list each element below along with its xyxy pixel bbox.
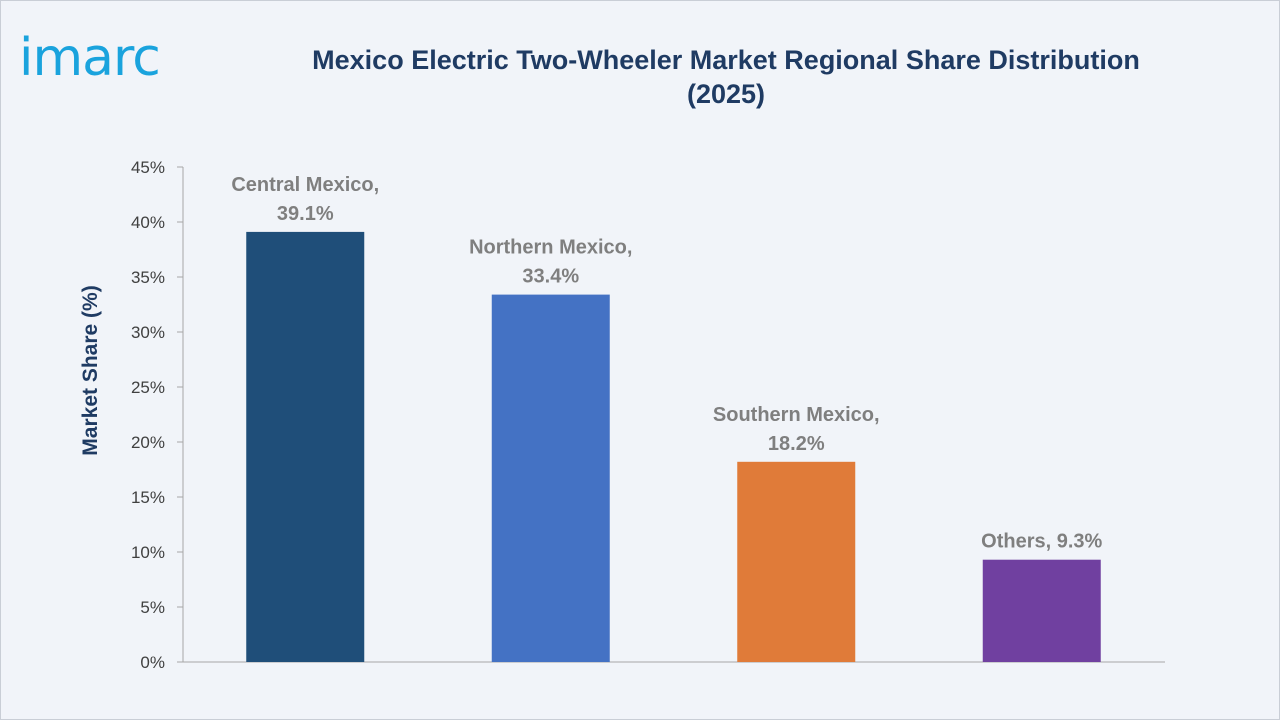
y-tick-label: 25%: [131, 378, 165, 397]
bar-southern-mexico: [737, 461, 856, 662]
bar-others: [982, 559, 1101, 662]
chart-title-line-2: (2025): [686, 79, 766, 109]
data-label: Southern Mexico,: [713, 404, 880, 426]
chart-title: Mexico Electric Two-Wheeler Market Regio…: [271, 43, 1181, 111]
y-tick-label: 30%: [131, 323, 165, 342]
data-label: 18.2%: [768, 433, 825, 455]
data-label: 39.1%: [277, 203, 334, 225]
y-tick-label: 5%: [140, 598, 165, 617]
data-label: Others, 9.3%: [981, 531, 1102, 553]
y-tick-label: 20%: [131, 433, 165, 452]
y-tick-label: 45%: [131, 158, 165, 177]
y-axis-title: Market Share (%): [79, 285, 102, 455]
data-label: Northern Mexico,: [469, 237, 632, 259]
y-tick-label: 15%: [131, 488, 165, 507]
logo-text: imarc: [19, 28, 160, 81]
bar-central-mexico: [246, 231, 365, 662]
bar-northern-mexico: [491, 294, 610, 662]
chart-title-line-1: Mexico Electric Two-Wheeler Market Regio…: [312, 45, 1140, 75]
y-tick-label: 40%: [131, 213, 165, 232]
data-label: Central Mexico,: [231, 174, 379, 196]
y-tick-label: 35%: [131, 268, 165, 287]
data-label: 33.4%: [522, 266, 579, 288]
imarc-logo: imarc: [19, 28, 161, 81]
y-tick-label: 0%: [140, 653, 165, 672]
y-tick-label: 10%: [131, 543, 165, 562]
